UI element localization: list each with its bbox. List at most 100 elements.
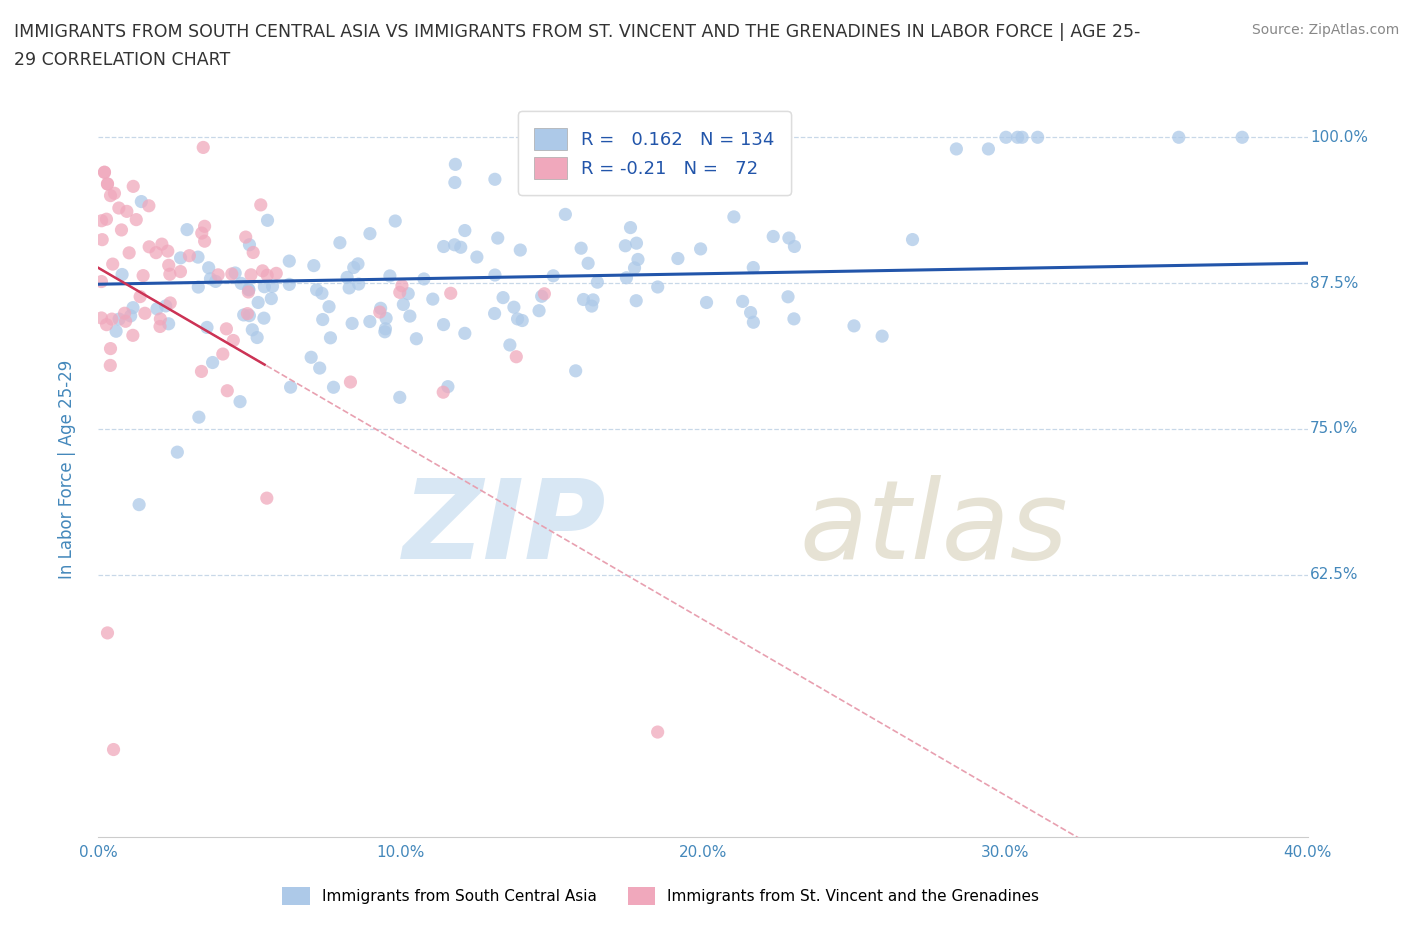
Point [101, 257, 124, 272]
Point [1230, 130, 1253, 145]
Point [195, 320, 218, 335]
Point [311, 286, 333, 300]
Point [368, 305, 391, 320]
Point [240, 267, 263, 282]
Point [121, 328, 143, 343]
Point [666, 251, 689, 266]
Point [619, 220, 641, 235]
Point [569, 241, 592, 256]
Point [100, 188, 122, 203]
Point [308, 361, 330, 376]
Point [647, 280, 669, 295]
Point [150, 237, 173, 252]
Point [278, 277, 301, 292]
Point [762, 229, 785, 244]
Point [392, 297, 415, 312]
Point [388, 390, 411, 405]
Point [191, 226, 214, 241]
Point [388, 285, 411, 299]
Point [778, 231, 800, 246]
Point [110, 222, 132, 237]
Point [96, 177, 118, 192]
Point [399, 309, 422, 324]
Point [378, 269, 401, 284]
Point [90, 311, 112, 325]
Point [129, 289, 152, 304]
Point [359, 314, 381, 329]
Point [374, 322, 396, 337]
Text: atlas: atlas [800, 475, 1069, 582]
Point [1011, 130, 1033, 145]
Point [100, 341, 122, 356]
Point [623, 260, 645, 275]
Point [166, 445, 188, 459]
Point [105, 324, 128, 339]
Point [93, 165, 115, 179]
Point [492, 290, 515, 305]
Point [114, 313, 136, 328]
Point [783, 239, 806, 254]
Point [499, 338, 522, 352]
Point [343, 260, 366, 275]
Point [149, 312, 172, 326]
Point [624, 293, 647, 308]
Point [131, 194, 153, 209]
Point [1167, 130, 1189, 145]
Point [347, 276, 370, 291]
Point [505, 350, 527, 365]
Point [122, 300, 145, 315]
Point [253, 311, 276, 325]
Point [222, 333, 245, 348]
Point [91, 232, 114, 247]
Point [249, 197, 271, 212]
Point [96, 212, 118, 227]
Point [232, 308, 254, 323]
Point [242, 245, 264, 259]
Point [229, 394, 252, 409]
Point [101, 312, 124, 326]
Point [235, 230, 257, 245]
Point [262, 279, 284, 294]
Point [740, 305, 762, 320]
Point [111, 267, 134, 282]
Point [93, 165, 115, 179]
Point [252, 263, 274, 278]
Point [443, 237, 465, 252]
Point [564, 364, 586, 379]
Point [149, 319, 172, 334]
Point [280, 379, 302, 394]
Point [103, 186, 125, 201]
Point [391, 278, 413, 293]
Point [689, 242, 711, 257]
Point [614, 238, 637, 253]
Point [484, 172, 506, 187]
Point [945, 141, 967, 156]
Point [155, 299, 177, 313]
Point [108, 201, 131, 216]
Point [432, 385, 454, 400]
Point [204, 274, 226, 289]
Point [264, 266, 287, 281]
Point [533, 286, 555, 301]
Point [318, 299, 340, 314]
Point [103, 742, 125, 757]
Point [193, 140, 215, 155]
Point [201, 355, 224, 370]
Point [576, 256, 599, 271]
Point [96, 626, 118, 641]
Point [731, 294, 754, 309]
Point [375, 311, 398, 325]
Point [90, 213, 112, 228]
Point [187, 249, 209, 264]
Legend: R =   0.162   N = 134, R = -0.21   N =   72: R = 0.162 N = 134, R = -0.21 N = 72 [519, 112, 792, 195]
Point [842, 318, 865, 333]
Point [179, 248, 201, 263]
Point [122, 179, 145, 193]
Point [146, 301, 169, 316]
Point [159, 296, 181, 311]
Point [696, 295, 718, 310]
Point [329, 235, 352, 250]
Point [530, 289, 553, 304]
Point [256, 491, 278, 506]
Text: 75.0%: 75.0% [1310, 421, 1358, 436]
